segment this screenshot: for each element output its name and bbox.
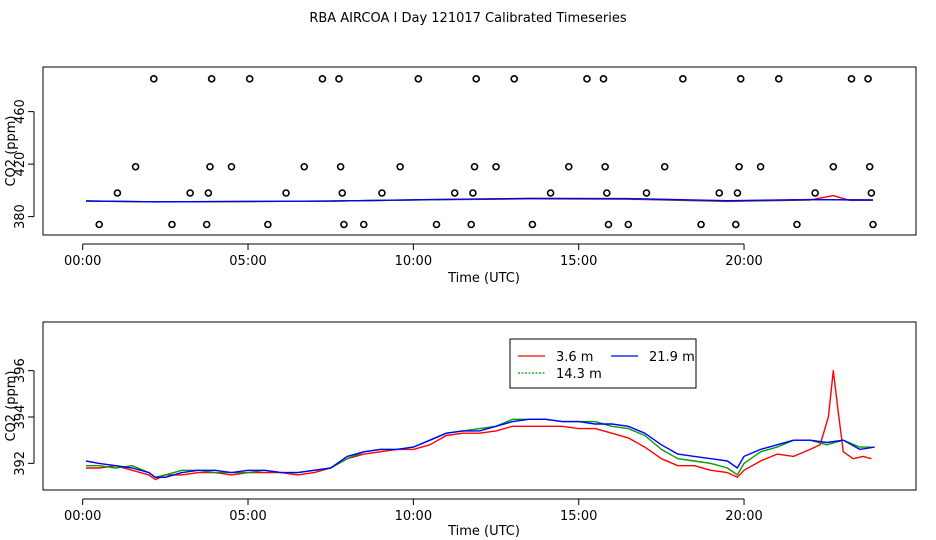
bottom-series xyxy=(85,370,875,481)
bottom-y-tick-label: 392 xyxy=(13,451,28,476)
legend-label-21-9m: 21.9 m xyxy=(649,350,695,365)
top-calibration-point xyxy=(396,162,404,171)
top-x-axis-label: Time (UTC) xyxy=(447,271,520,286)
top-calibration-point xyxy=(414,75,423,83)
top-calibration-point xyxy=(469,189,477,197)
top-calibration-point xyxy=(470,162,479,171)
bottom-plot-frame xyxy=(42,321,917,491)
legend: 3.6 m 21.9 m 14.3 m xyxy=(509,338,697,389)
top-calibration-point xyxy=(847,75,856,83)
top-calibration-point xyxy=(865,162,874,171)
top-calibration-point xyxy=(624,220,633,229)
top-x-tick-label: 05:00 xyxy=(229,254,266,269)
top-calibration-point xyxy=(336,162,345,171)
top-calibration-point xyxy=(731,220,740,229)
legend-label-3-6m: 3.6 m xyxy=(556,350,593,365)
top-y-axis-label: CO2 (ppm) xyxy=(4,115,19,186)
bottom-x-tick-label: 00:00 xyxy=(64,509,101,524)
top-calibration-point xyxy=(95,220,104,229)
top-calibration-point xyxy=(546,189,555,197)
top-calibration-point xyxy=(113,189,122,197)
top-calibration-point xyxy=(149,75,158,83)
top-calibration-point xyxy=(528,220,537,229)
legend-label-14-3m: 14.3 m xyxy=(556,367,602,382)
top-series-21-9-m-line xyxy=(85,197,874,203)
top-y-tick-label: 460 xyxy=(13,99,28,124)
top-x-tick-label: 20:00 xyxy=(725,254,762,269)
top-calibration-point xyxy=(227,162,236,171)
top-calibration-point xyxy=(774,75,783,83)
top-axis-ticks: 00:00 05:00 10:00 15:00 20:00 380 420 460 xyxy=(13,99,763,269)
top-calibration-point xyxy=(207,75,216,83)
top-calibration-point xyxy=(583,75,591,83)
top-calibration-point xyxy=(206,162,214,171)
top-calibration-point xyxy=(186,189,194,197)
top-x-tick-label: 00:00 xyxy=(64,254,101,269)
top-calibration-point xyxy=(642,189,651,197)
top-calibration-point xyxy=(829,162,838,171)
top-calibration-point xyxy=(282,189,290,197)
top-calibration-point xyxy=(359,220,368,229)
top-y-tick-label: 380 xyxy=(13,204,28,229)
top-calibration-point xyxy=(756,162,765,171)
top-panel: 00:00 05:00 10:00 15:00 20:00 380 420 460 Time … xyxy=(4,66,917,286)
bottom-x-tick-label: 05:00 xyxy=(229,509,266,524)
top-calibration-point xyxy=(864,75,872,83)
top-calibration-point xyxy=(564,162,573,171)
top-calibration-point xyxy=(697,220,705,229)
bottom-series-3-6-m-line xyxy=(86,370,872,481)
top-x-tick-label: 15:00 xyxy=(560,254,597,269)
top-calibration-point xyxy=(736,75,745,83)
top-calibration-point xyxy=(660,162,669,171)
top-series xyxy=(85,75,877,229)
bottom-series-21-9-m-line xyxy=(85,418,875,478)
top-x-tick-label: 10:00 xyxy=(395,254,432,269)
top-calibration-point xyxy=(300,162,309,171)
top-calibration-point xyxy=(601,162,609,171)
bottom-series-14-3-m-line xyxy=(86,418,872,478)
bottom-x-tick-label: 20:00 xyxy=(725,509,762,524)
top-calibration-point xyxy=(318,75,327,83)
bottom-axis-ticks: 00:00 05:00 10:00 15:00 20:00 392 394 396 xyxy=(13,358,763,524)
top-calibration-point xyxy=(338,189,347,197)
bottom-x-tick-label: 10:00 xyxy=(395,509,432,524)
top-calibration-point xyxy=(510,75,519,83)
top-calibration-point xyxy=(604,220,613,229)
top-calibration-point xyxy=(599,75,608,83)
top-calibration-point xyxy=(202,220,211,229)
top-calibration-point xyxy=(733,189,742,197)
top-calibration-point xyxy=(679,75,687,83)
top-calibration-point xyxy=(603,189,611,197)
top-calibration-point xyxy=(204,189,213,197)
bottom-panel: 00:00 05:00 10:00 15:00 20:00 392 394 396 Time … xyxy=(4,321,917,539)
top-calibration-point xyxy=(467,220,476,229)
top-calibration-point xyxy=(131,162,140,171)
legend-box xyxy=(509,338,697,389)
bottom-y-tick-label: 396 xyxy=(13,358,28,383)
top-calibration-point xyxy=(735,162,743,171)
top-calibration-point xyxy=(715,189,724,197)
bottom-y-axis-label: CO2 (ppm) xyxy=(4,370,19,441)
top-calibration-point xyxy=(168,220,176,229)
bottom-x-tick-label: 15:00 xyxy=(560,509,597,524)
top-calibration-point xyxy=(432,220,441,229)
figure-title: RBA AIRCOA I Day 121017 Calibrated Times… xyxy=(309,11,627,26)
top-calibration-point xyxy=(335,75,343,83)
top-plot-frame xyxy=(42,66,917,236)
top-calibration-point xyxy=(867,189,876,197)
top-calibration-point xyxy=(793,220,801,229)
top-calibration-point xyxy=(472,75,480,83)
top-calibration-point xyxy=(245,75,254,83)
bottom-x-axis-label: Time (UTC) xyxy=(447,524,520,539)
top-calibration-point xyxy=(264,220,272,229)
top-calibration-point xyxy=(450,189,459,197)
top-calibration-point xyxy=(378,189,386,197)
top-y-tick-label: 420 xyxy=(13,152,28,177)
top-calibration-point xyxy=(492,162,500,171)
top-calibration-point xyxy=(869,220,877,229)
top-calibration-point xyxy=(340,220,348,229)
bottom-y-tick-label: 394 xyxy=(13,405,28,430)
top-calibration-point xyxy=(811,189,819,197)
